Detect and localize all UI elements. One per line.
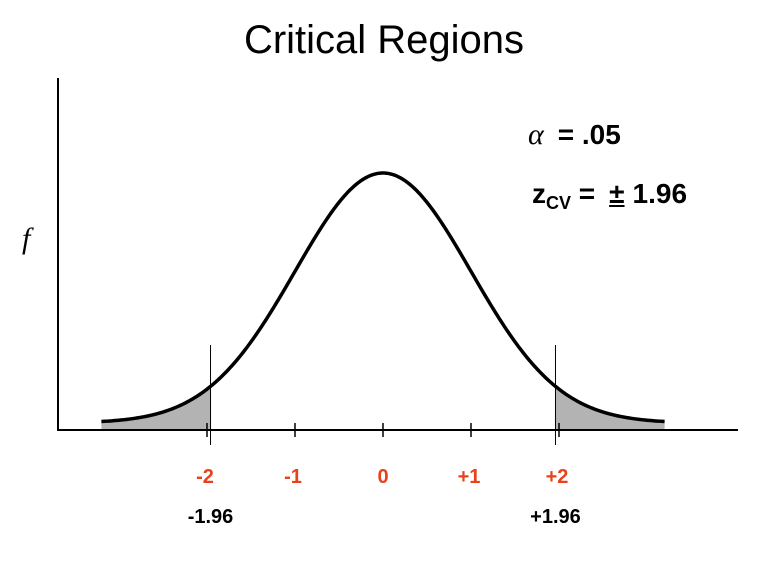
critical-value-label: +1.96 <box>530 506 581 528</box>
alpha-statement: α = .05 <box>528 118 621 152</box>
x-tick-label: 0 <box>377 466 388 488</box>
z-equals: = <box>578 178 596 209</box>
slide-title: Critical Regions <box>243 18 525 62</box>
z-critical-value: 1.96 <box>632 178 688 209</box>
plus-minus-symbol: ± <box>609 178 625 209</box>
x-tick-label: +1 <box>458 466 481 488</box>
alpha-value: = .05 <box>557 119 621 150</box>
z-subscript: CV <box>546 193 572 213</box>
x-tick-label: -2 <box>196 466 214 488</box>
normal-curve <box>101 171 665 424</box>
z-symbol: z <box>532 178 546 209</box>
critical-value-labels: -1.96 +1.96 <box>188 506 581 528</box>
right-critical-region <box>555 386 665 430</box>
x-ticks <box>206 423 560 437</box>
alpha-symbol: α <box>528 118 544 151</box>
critical-value-label: -1.96 <box>188 506 234 528</box>
y-axis-label: f <box>22 222 31 255</box>
x-tick-label: -1 <box>284 466 302 488</box>
x-tick-labels: -2 -1 0 +1 +2 <box>196 466 568 488</box>
z-critical-statement: zCV = ±1.96 <box>532 178 688 213</box>
x-tick-label: +2 <box>546 466 569 488</box>
left-critical-region <box>101 386 211 430</box>
